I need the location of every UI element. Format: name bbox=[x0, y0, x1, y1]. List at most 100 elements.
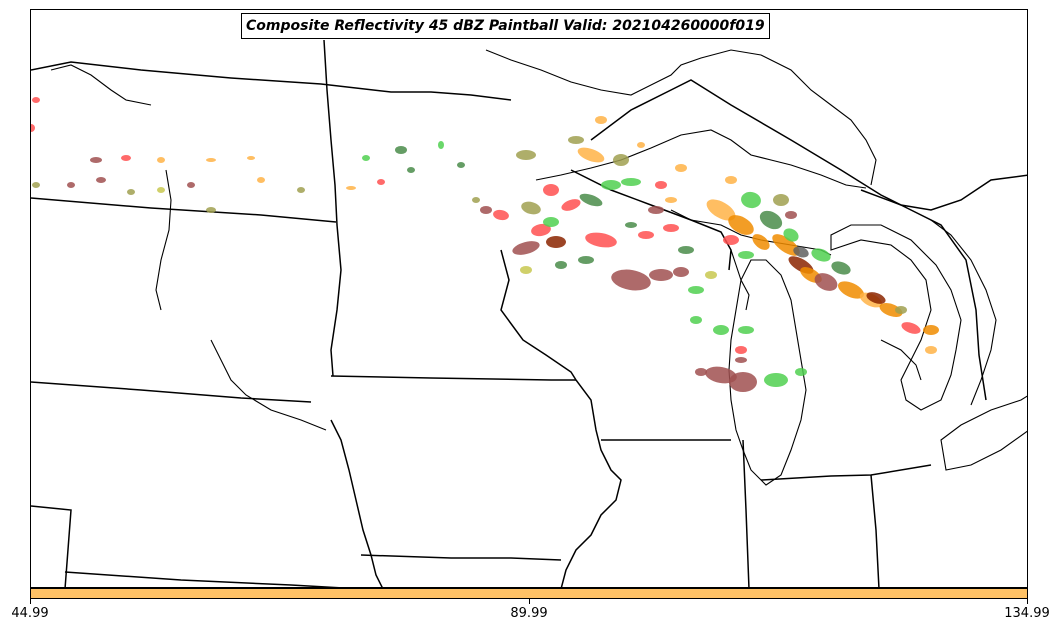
reflectivity-blob bbox=[585, 232, 617, 248]
reflectivity-blob bbox=[157, 157, 165, 163]
reflectivity-blob bbox=[879, 303, 903, 317]
reflectivity-blob bbox=[543, 217, 559, 227]
reflectivity-blob bbox=[206, 158, 216, 162]
ia-mo-border bbox=[360, 554, 562, 561]
in-oh-border bbox=[870, 474, 880, 587]
minnesota-west-border bbox=[323, 39, 342, 377]
michigan-thumb bbox=[880, 339, 922, 381]
reflectivity-blob bbox=[705, 271, 717, 279]
reflectivity-blob bbox=[665, 197, 677, 203]
reflectivity-blob bbox=[831, 261, 851, 275]
lake-erie bbox=[940, 395, 1027, 471]
reflectivity-blob bbox=[678, 246, 694, 254]
reflectivity-blob bbox=[613, 154, 629, 166]
colorbar-tick-max bbox=[1027, 599, 1028, 604]
map-title: Composite Reflectivity 45 dBZ Paintball … bbox=[241, 13, 770, 39]
reflectivity-blob bbox=[773, 194, 789, 206]
reflectivity-blob bbox=[663, 224, 679, 232]
reflectivity-blob bbox=[257, 177, 265, 183]
reflectivity-blob bbox=[595, 116, 607, 124]
mi-oh-border bbox=[760, 464, 932, 481]
reflectivity-blob bbox=[811, 248, 831, 262]
reflectivity-blob bbox=[32, 182, 40, 188]
reflectivity-blob bbox=[837, 281, 865, 299]
reflectivity-blob bbox=[723, 235, 739, 245]
reflectivity-blob bbox=[546, 236, 566, 248]
reflectivity-blob bbox=[814, 273, 838, 291]
reflectivity-blob bbox=[480, 206, 492, 214]
reflectivity-blob bbox=[297, 187, 305, 193]
reflectivity-blob bbox=[520, 266, 532, 274]
nd-sd-border bbox=[31, 197, 337, 223]
reflectivity-blob bbox=[783, 228, 799, 242]
reflectivity-blob bbox=[728, 215, 754, 235]
sd-ne-border bbox=[31, 381, 312, 403]
reflectivity-blob bbox=[206, 207, 216, 213]
mn-ia-border bbox=[330, 375, 576, 381]
reflectivity-blob bbox=[407, 167, 415, 173]
reflectivity-blob bbox=[738, 251, 754, 259]
reflectivity-blob bbox=[493, 209, 509, 221]
reflectivity-blob bbox=[785, 211, 797, 219]
reflectivity-blob bbox=[438, 141, 444, 149]
reflectivity-blobs bbox=[31, 97, 939, 392]
reflectivity-blob bbox=[690, 316, 702, 324]
reflectivity-blob bbox=[705, 366, 737, 384]
reflectivity-blob bbox=[741, 191, 761, 209]
colorbar-tick-min bbox=[30, 599, 31, 604]
reflectivity-blob bbox=[579, 193, 603, 207]
reflectivity-blob bbox=[127, 189, 135, 195]
ks-line bbox=[64, 571, 340, 587]
lake-michigan bbox=[728, 259, 807, 486]
reflectivity-blob bbox=[795, 368, 807, 376]
reflectivity-blob bbox=[121, 155, 131, 161]
red-river bbox=[155, 169, 172, 311]
reflectivity-blob bbox=[695, 368, 707, 376]
reflectivity-blob bbox=[578, 256, 594, 264]
lake-superior-south-shore bbox=[535, 129, 867, 189]
ne-ks-border bbox=[31, 505, 72, 587]
lake-superior-north-shore bbox=[485, 49, 877, 186]
st-croix-border bbox=[500, 249, 577, 381]
reflectivity-blob bbox=[637, 142, 645, 148]
reflectivity-blob bbox=[395, 146, 407, 154]
mississippi-river bbox=[560, 379, 622, 587]
reflectivity-blob bbox=[713, 325, 729, 335]
reflectivity-blob bbox=[568, 136, 584, 144]
reflectivity-blob bbox=[923, 325, 939, 335]
colorbar-label-max: 134.99 bbox=[1004, 606, 1050, 621]
wi-mi-up-border bbox=[570, 169, 732, 271]
reflectivity-blob bbox=[729, 372, 757, 392]
reflectivity-blob bbox=[555, 261, 567, 269]
reflectivity-blob bbox=[649, 269, 673, 281]
reflectivity-blob bbox=[655, 181, 667, 189]
reflectivity-blob bbox=[725, 176, 737, 184]
green-bay bbox=[730, 249, 750, 311]
reflectivity-blob bbox=[901, 322, 921, 334]
colorbar-label-min: 44.99 bbox=[11, 606, 49, 621]
reflectivity-blob bbox=[543, 184, 559, 196]
reflectivity-blob bbox=[67, 182, 75, 188]
map-panel bbox=[30, 9, 1028, 588]
reflectivity-blob bbox=[31, 124, 35, 132]
reflectivity-blob bbox=[706, 199, 736, 221]
lake-shorelines bbox=[50, 49, 1027, 486]
lake-huron bbox=[830, 224, 962, 411]
reflectivity-blob bbox=[793, 246, 809, 258]
canada-border-west bbox=[31, 61, 512, 101]
canada-border-east bbox=[590, 79, 987, 401]
reflectivity-blob bbox=[561, 199, 581, 211]
reflectivity-blob bbox=[32, 97, 40, 103]
reflectivity-blob bbox=[577, 147, 605, 163]
reflectivity-blob bbox=[675, 164, 687, 172]
ontario-border bbox=[860, 174, 1027, 211]
reflectivity-blob bbox=[625, 222, 637, 228]
reflectivity-blob bbox=[738, 326, 754, 334]
reflectivity-blob bbox=[157, 187, 165, 193]
state-borders bbox=[31, 39, 1027, 587]
colorbar-tick-mid bbox=[529, 599, 530, 604]
reflectivity-blob bbox=[764, 373, 788, 387]
map-canvas bbox=[31, 39, 1027, 587]
reflectivity-blob bbox=[512, 241, 540, 255]
reflectivity-blob bbox=[925, 346, 937, 354]
